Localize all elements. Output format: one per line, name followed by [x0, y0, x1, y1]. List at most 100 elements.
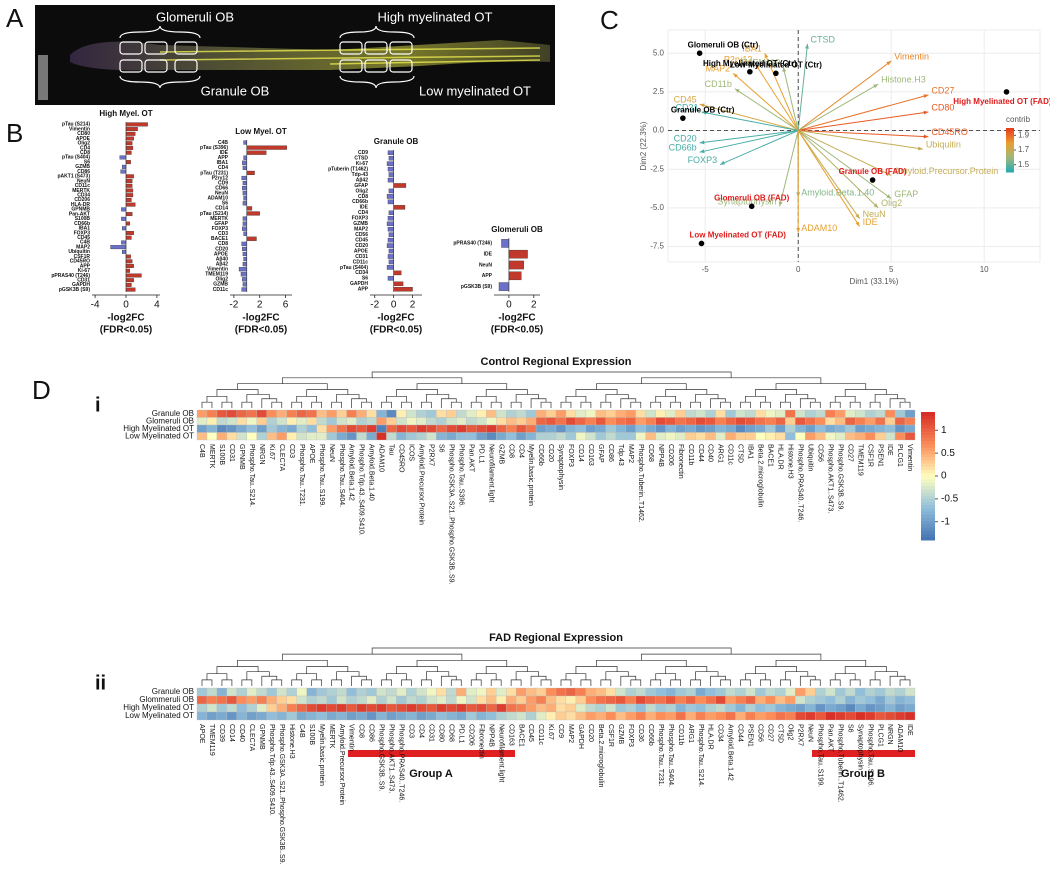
- heatmap-cell: [884, 687, 896, 697]
- dendrogram-branch: [690, 679, 701, 686]
- bar: [388, 155, 394, 161]
- variable-label: IDE: [863, 217, 878, 227]
- column-label: FOXP3: [627, 724, 634, 747]
- dendrogram-branch: [596, 383, 687, 390]
- heatmap-cell: [505, 432, 517, 441]
- heatmap-cell: [336, 703, 347, 713]
- heatmap-cell: [635, 424, 646, 433]
- colorbar-step: [1006, 133, 1014, 136]
- category-label: Ki-67: [356, 161, 368, 167]
- heatmap-cell: [685, 424, 696, 433]
- heatmap-cell: [356, 695, 367, 705]
- heatmap-cell: [356, 703, 367, 713]
- column-label: Phospho.Tau..S396.: [866, 724, 873, 787]
- column-label: CLEC7A: [278, 444, 285, 472]
- heatmap-cell: [525, 432, 537, 441]
- dendrogram-branch: [351, 675, 367, 686]
- heatmap-cell: [565, 417, 577, 426]
- dendrogram-branch: [695, 394, 719, 403]
- heatmap-cell: [226, 424, 238, 433]
- heatmap-cell: [286, 703, 297, 713]
- heatmap-cell: [545, 711, 557, 721]
- heatmap-cell: [735, 711, 746, 721]
- dendrogram-branch: [237, 383, 328, 390]
- loading-arrow: [798, 130, 923, 150]
- bar: [246, 206, 253, 211]
- colorbar-step: [921, 492, 935, 496]
- dendrogram-branch: [889, 398, 906, 408]
- heatmap-cell: [555, 703, 567, 713]
- column-label: Ubiquitin: [806, 444, 813, 471]
- colorbar-step: [921, 466, 935, 471]
- column-label: CD206: [467, 724, 474, 746]
- heatmap-cell: [795, 424, 806, 433]
- heatmap-cell: [625, 695, 636, 705]
- sample-point: [698, 240, 705, 247]
- variable-label: Synaptophysin: [718, 197, 777, 207]
- category-label: P2ry12: [212, 175, 229, 181]
- sample-label: Low Myelinated OT (Ctr): [730, 60, 822, 69]
- column-label: GFAP: [597, 444, 604, 463]
- bar: [125, 259, 133, 264]
- heatmap-cell: [466, 711, 477, 721]
- bar: [125, 278, 134, 283]
- heatmap-cell: [815, 417, 826, 426]
- column-label: HLA.DR: [777, 444, 784, 470]
- heatmap-cell: [196, 424, 208, 433]
- category-label: CD8: [218, 241, 228, 247]
- colorbar-step: [921, 421, 935, 426]
- colorbar-step: [921, 479, 935, 483]
- column-label: CD20: [587, 724, 594, 742]
- heatmap-cell: [366, 424, 377, 433]
- heatmap-cell: [705, 409, 716, 418]
- colorbar-tick-label: 1.9: [1018, 130, 1030, 139]
- category-label: Olig2: [355, 188, 368, 194]
- row-label: High Myelinated OT: [123, 703, 194, 712]
- heatmap-cell: [276, 424, 287, 433]
- dendrogram-branch: [540, 401, 552, 408]
- dendrogram-branch: [834, 395, 856, 403]
- heatmap-cell: [635, 432, 646, 441]
- bar: [125, 188, 134, 193]
- heatmap-cell: [745, 711, 756, 721]
- heatmap-cell: [236, 409, 248, 418]
- x-axis-label: (FDR<0.05): [370, 325, 423, 336]
- heatmap-cell: [346, 424, 357, 433]
- category-label: CD66b: [352, 199, 368, 205]
- heatmap-cell: [296, 695, 307, 705]
- category-label: CD45: [77, 235, 90, 241]
- loading-arrow: [699, 130, 799, 144]
- bar: [125, 197, 132, 202]
- heatmap-cell: [605, 703, 616, 713]
- bar: [388, 210, 394, 216]
- heatmap-cell: [785, 417, 796, 426]
- bar: [125, 141, 133, 146]
- heatmap-cell: [525, 695, 537, 705]
- heatmap-cell: [765, 424, 776, 433]
- heatmap-cell: [525, 687, 537, 697]
- heatmap-cell: [835, 424, 846, 433]
- heatmap-cell: [705, 687, 716, 697]
- dendrogram-branch: [381, 401, 392, 408]
- heatmap-cell: [496, 695, 507, 705]
- heatmap-cell: [216, 424, 228, 433]
- heatmap-cell: [326, 409, 337, 418]
- bar: [242, 246, 247, 252]
- heatmap-cell: [286, 417, 297, 426]
- dendrogram-branch: [605, 394, 629, 403]
- column-label: ARG1: [687, 724, 694, 743]
- x-axis-label: Dim1 (33.1%): [850, 277, 899, 286]
- heatmap-cell: [675, 711, 686, 721]
- heatmap-cell: [845, 687, 856, 697]
- column-label: CD45RO: [398, 444, 405, 473]
- sample-point: [1003, 89, 1010, 95]
- heatmap-cell: [685, 711, 696, 721]
- bar: [125, 212, 133, 217]
- heatmap-cell: [456, 703, 467, 713]
- arrow-head: [923, 110, 929, 115]
- heatmap-cell: [585, 424, 597, 433]
- colorbar-step: [1006, 129, 1014, 132]
- heatmap-cell: [376, 409, 387, 418]
- dendrogram-branch: [834, 673, 856, 680]
- heatmap-cell: [595, 695, 607, 705]
